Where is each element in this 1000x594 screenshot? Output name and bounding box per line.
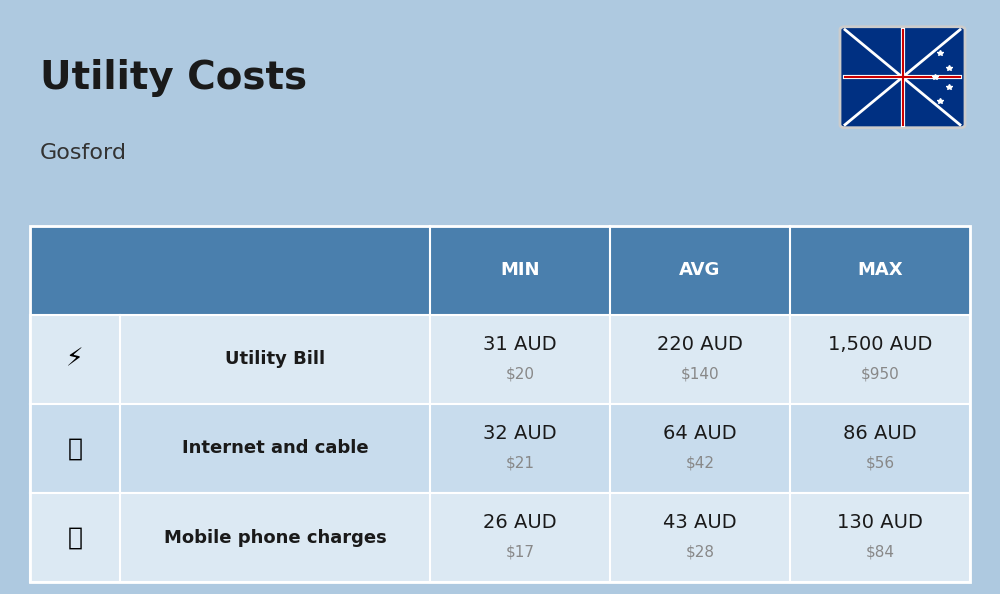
Text: $28: $28: [686, 545, 714, 560]
Text: ⚡: ⚡: [66, 347, 84, 371]
Text: 64 AUD: 64 AUD: [663, 424, 737, 443]
Text: 43 AUD: 43 AUD: [663, 513, 737, 532]
Text: 📡: 📡: [68, 437, 82, 460]
FancyBboxPatch shape: [840, 27, 965, 128]
Text: 86 AUD: 86 AUD: [843, 424, 917, 443]
Text: AVG: AVG: [679, 261, 721, 279]
Text: $56: $56: [865, 456, 895, 471]
Text: Gosford: Gosford: [40, 143, 127, 163]
FancyBboxPatch shape: [30, 226, 970, 315]
Text: MIN: MIN: [500, 261, 540, 279]
Text: Internet and cable: Internet and cable: [182, 440, 368, 457]
Text: $20: $20: [506, 366, 534, 382]
FancyBboxPatch shape: [30, 404, 970, 493]
Text: $84: $84: [866, 545, 895, 560]
Text: Mobile phone charges: Mobile phone charges: [164, 529, 386, 546]
Text: $21: $21: [506, 456, 534, 471]
Text: MAX: MAX: [857, 261, 903, 279]
Text: Utility Costs: Utility Costs: [40, 59, 307, 97]
Text: $17: $17: [506, 545, 534, 560]
Text: 130 AUD: 130 AUD: [837, 513, 923, 532]
FancyBboxPatch shape: [30, 315, 970, 404]
Text: 1,500 AUD: 1,500 AUD: [828, 335, 932, 354]
Text: 📱: 📱: [68, 526, 82, 549]
Text: $42: $42: [686, 456, 714, 471]
Text: 26 AUD: 26 AUD: [483, 513, 557, 532]
Text: 32 AUD: 32 AUD: [483, 424, 557, 443]
Text: $950: $950: [861, 366, 899, 382]
Text: 220 AUD: 220 AUD: [657, 335, 743, 354]
FancyBboxPatch shape: [30, 493, 970, 582]
Text: Utility Bill: Utility Bill: [225, 350, 325, 368]
Text: 31 AUD: 31 AUD: [483, 335, 557, 354]
Text: $140: $140: [681, 366, 719, 382]
